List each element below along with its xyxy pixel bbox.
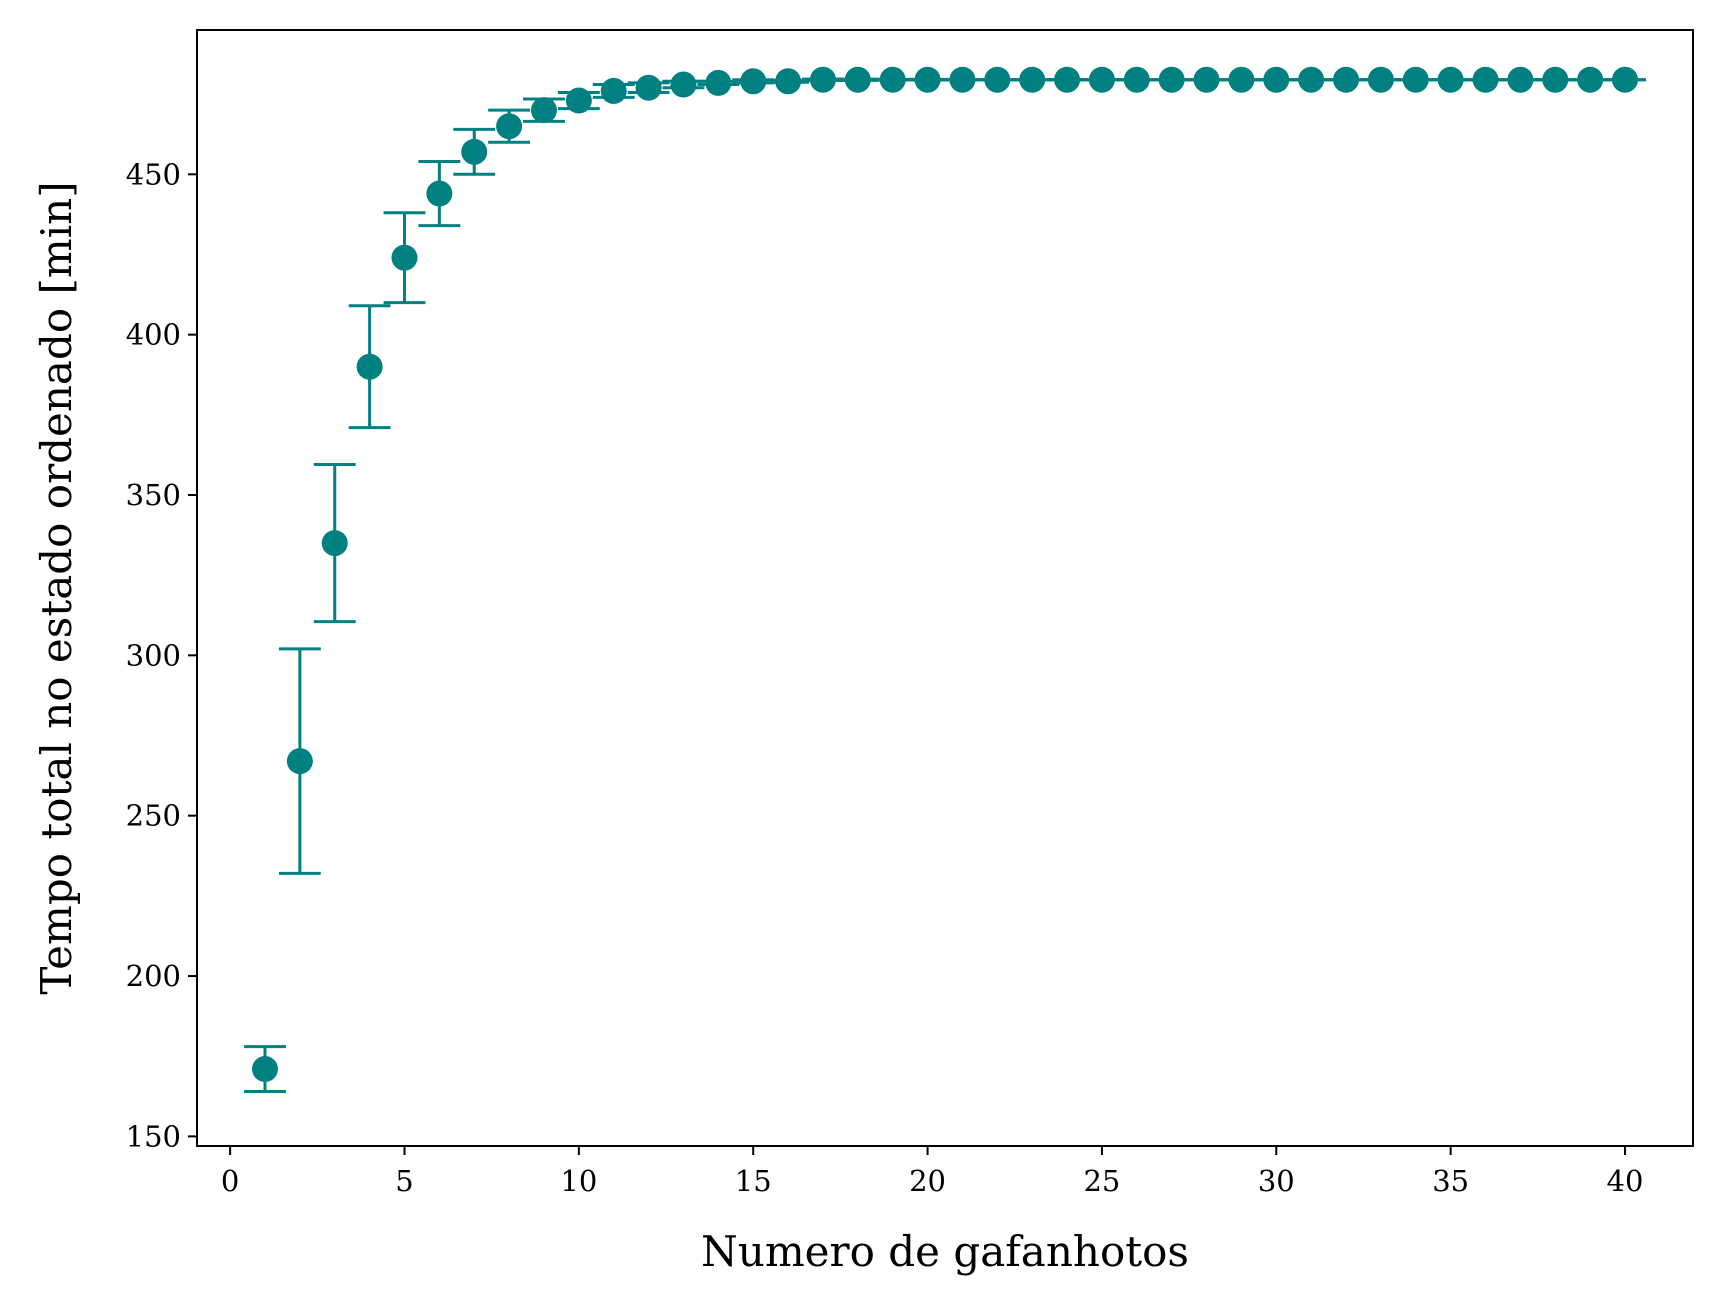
- y-axis-label: Tempo total no estado ordenado [min]: [32, 181, 81, 994]
- y-tick-label: 350: [126, 478, 181, 512]
- data-point: [914, 66, 941, 93]
- data-point: [844, 66, 871, 93]
- data-point: [670, 71, 697, 98]
- x-tick-label: 15: [735, 1164, 772, 1198]
- data-point: [530, 97, 557, 124]
- y-tick-label: 300: [126, 638, 181, 672]
- data-point: [1402, 66, 1429, 93]
- data-point: [809, 66, 836, 93]
- y-tick-label: 450: [126, 157, 181, 191]
- x-tick-label: 0: [221, 1164, 239, 1198]
- data-point: [1298, 66, 1325, 93]
- x-tick-label: 30: [1258, 1164, 1295, 1198]
- data-point: [1088, 66, 1115, 93]
- data-point: [1193, 66, 1220, 93]
- data-point: [461, 138, 488, 165]
- data-point: [1612, 66, 1638, 93]
- data-point: [740, 68, 767, 95]
- data-point: [1228, 66, 1255, 93]
- data-point: [356, 353, 383, 380]
- axes-layer: [196, 29, 1694, 1147]
- y-axis-ticks: 150 200 250 300 350 400 450: [126, 157, 197, 1153]
- y-tick-label: 400: [126, 318, 181, 352]
- x-tick-label: 25: [1083, 1164, 1120, 1198]
- data-layer: [244, 66, 1646, 1093]
- data-point: [705, 69, 732, 96]
- data-point: [1123, 66, 1150, 93]
- data-point: [600, 77, 627, 104]
- data-point: [635, 74, 662, 101]
- data-point: [1542, 66, 1569, 93]
- x-tick-label: 35: [1432, 1164, 1469, 1198]
- data-point: [1367, 66, 1394, 93]
- data-point: [1263, 66, 1290, 93]
- y-tick-label: 150: [126, 1119, 181, 1153]
- data-point: [775, 68, 802, 95]
- data-point: [1019, 66, 1046, 93]
- data-point: [496, 113, 523, 140]
- x-axis-ticks: 0 5 10 15 20 25 30 35 40: [221, 1146, 1644, 1198]
- data-point: [391, 244, 418, 271]
- data-point: [1577, 66, 1604, 93]
- y-tick-label: 250: [126, 799, 181, 833]
- data-point: [1437, 66, 1464, 93]
- data-point: [1472, 66, 1499, 93]
- data-point: [879, 66, 906, 93]
- x-tick-label: 5: [395, 1164, 413, 1198]
- data-point: [1507, 66, 1534, 93]
- plot-area-background: [197, 30, 1693, 1146]
- axes-frame: [196, 29, 1694, 1147]
- data-point: [321, 530, 348, 557]
- data-point: [426, 180, 453, 207]
- data-point: [565, 87, 592, 114]
- x-tick-label: 10: [560, 1164, 597, 1198]
- x-tick-label: 40: [1607, 1164, 1644, 1198]
- data-point: [1333, 66, 1360, 93]
- data-point: [949, 66, 976, 93]
- data-point: [252, 1056, 278, 1083]
- y-tick-label: 200: [126, 959, 181, 993]
- data-point: [1054, 66, 1081, 93]
- x-axis-label: Numero de gafanhotos: [701, 1227, 1189, 1276]
- x-tick-label: 20: [909, 1164, 946, 1198]
- data-point: [1158, 66, 1185, 93]
- data-point: [286, 748, 313, 775]
- data-point: [984, 66, 1011, 93]
